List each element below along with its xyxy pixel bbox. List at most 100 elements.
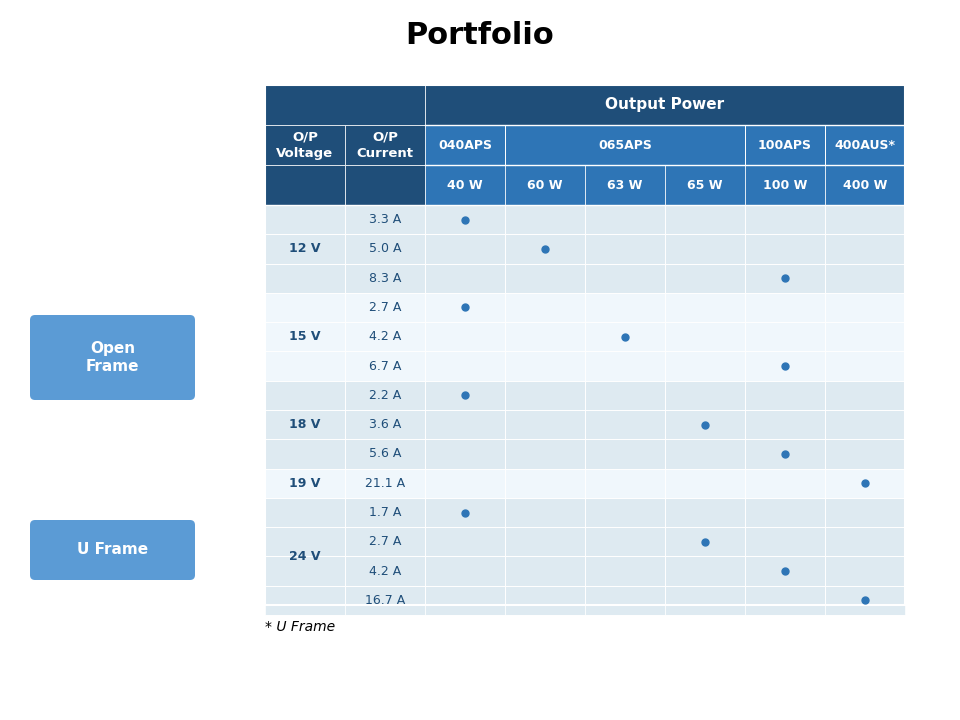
- Bar: [425, 557, 505, 585]
- Bar: [345, 381, 425, 410]
- Bar: [345, 264, 425, 293]
- Bar: [505, 585, 585, 615]
- Bar: [265, 585, 345, 615]
- Bar: [665, 165, 745, 205]
- Bar: [585, 498, 665, 527]
- Bar: [665, 439, 745, 469]
- Text: O/P
Current: O/P Current: [356, 130, 414, 160]
- Bar: [585, 234, 665, 264]
- Bar: [505, 234, 585, 264]
- Text: 065APS: 065APS: [598, 138, 652, 151]
- Bar: [665, 469, 745, 498]
- Bar: [745, 351, 825, 381]
- FancyBboxPatch shape: [30, 520, 195, 580]
- Text: 24 V: 24 V: [289, 550, 321, 563]
- Bar: [505, 125, 745, 165]
- Text: 12 V: 12 V: [289, 243, 321, 256]
- Bar: [505, 527, 585, 557]
- Bar: [825, 469, 905, 498]
- Bar: [265, 85, 905, 605]
- Bar: [425, 205, 505, 234]
- Bar: [265, 125, 345, 165]
- Text: 8.3 A: 8.3 A: [369, 271, 401, 284]
- Bar: [585, 205, 665, 234]
- Text: 6.7 A: 6.7 A: [369, 359, 401, 372]
- Bar: [425, 351, 505, 381]
- Bar: [265, 410, 345, 439]
- Bar: [585, 381, 665, 410]
- Bar: [505, 469, 585, 498]
- Text: Output Power: Output Power: [606, 97, 725, 112]
- Bar: [425, 125, 505, 165]
- Bar: [825, 381, 905, 410]
- Bar: [425, 469, 505, 498]
- Bar: [825, 205, 905, 234]
- Text: 040APS: 040APS: [438, 138, 492, 151]
- Text: 3.6 A: 3.6 A: [369, 418, 401, 431]
- Bar: [345, 165, 425, 205]
- Bar: [665, 293, 745, 322]
- Text: Portfolio: Portfolio: [406, 20, 554, 50]
- Bar: [745, 264, 825, 293]
- Bar: [665, 234, 745, 264]
- Bar: [265, 498, 345, 527]
- Bar: [345, 557, 425, 585]
- Bar: [345, 351, 425, 381]
- Bar: [425, 498, 505, 527]
- Bar: [745, 234, 825, 264]
- Text: 1.7 A: 1.7 A: [369, 506, 401, 519]
- Text: 19 V: 19 V: [289, 477, 321, 490]
- Bar: [265, 439, 345, 469]
- Bar: [585, 410, 665, 439]
- Bar: [425, 527, 505, 557]
- Bar: [345, 410, 425, 439]
- Bar: [585, 557, 665, 585]
- Bar: [665, 585, 745, 615]
- Text: 400 W: 400 W: [843, 179, 887, 192]
- Bar: [505, 322, 585, 351]
- Text: 2.2 A: 2.2 A: [369, 389, 401, 402]
- Text: 4.2 A: 4.2 A: [369, 564, 401, 577]
- Bar: [745, 381, 825, 410]
- FancyBboxPatch shape: [30, 315, 195, 400]
- Bar: [665, 498, 745, 527]
- Bar: [425, 264, 505, 293]
- Bar: [585, 322, 665, 351]
- Bar: [505, 439, 585, 469]
- Text: * U Frame: * U Frame: [265, 620, 335, 634]
- Bar: [505, 165, 585, 205]
- Bar: [745, 293, 825, 322]
- Bar: [265, 234, 345, 264]
- Bar: [345, 469, 425, 498]
- Bar: [345, 498, 425, 527]
- Bar: [745, 498, 825, 527]
- Text: 4.2 A: 4.2 A: [369, 330, 401, 343]
- Bar: [665, 557, 745, 585]
- Bar: [345, 527, 425, 557]
- Bar: [505, 264, 585, 293]
- Bar: [505, 410, 585, 439]
- Text: O/P
Voltage: O/P Voltage: [276, 130, 333, 160]
- Bar: [345, 439, 425, 469]
- Bar: [745, 469, 825, 498]
- Bar: [265, 322, 345, 351]
- Bar: [425, 234, 505, 264]
- Text: 63 W: 63 W: [608, 179, 642, 192]
- Bar: [425, 439, 505, 469]
- Bar: [345, 234, 425, 264]
- Bar: [745, 322, 825, 351]
- Bar: [825, 351, 905, 381]
- Bar: [585, 351, 665, 381]
- Bar: [745, 585, 825, 615]
- Bar: [585, 264, 665, 293]
- Bar: [265, 381, 345, 410]
- Text: 65 W: 65 W: [687, 179, 723, 192]
- Bar: [825, 498, 905, 527]
- Bar: [825, 557, 905, 585]
- Bar: [745, 165, 825, 205]
- Bar: [825, 585, 905, 615]
- Bar: [425, 410, 505, 439]
- Bar: [825, 322, 905, 351]
- Text: 100APS: 100APS: [758, 138, 812, 151]
- Bar: [345, 205, 425, 234]
